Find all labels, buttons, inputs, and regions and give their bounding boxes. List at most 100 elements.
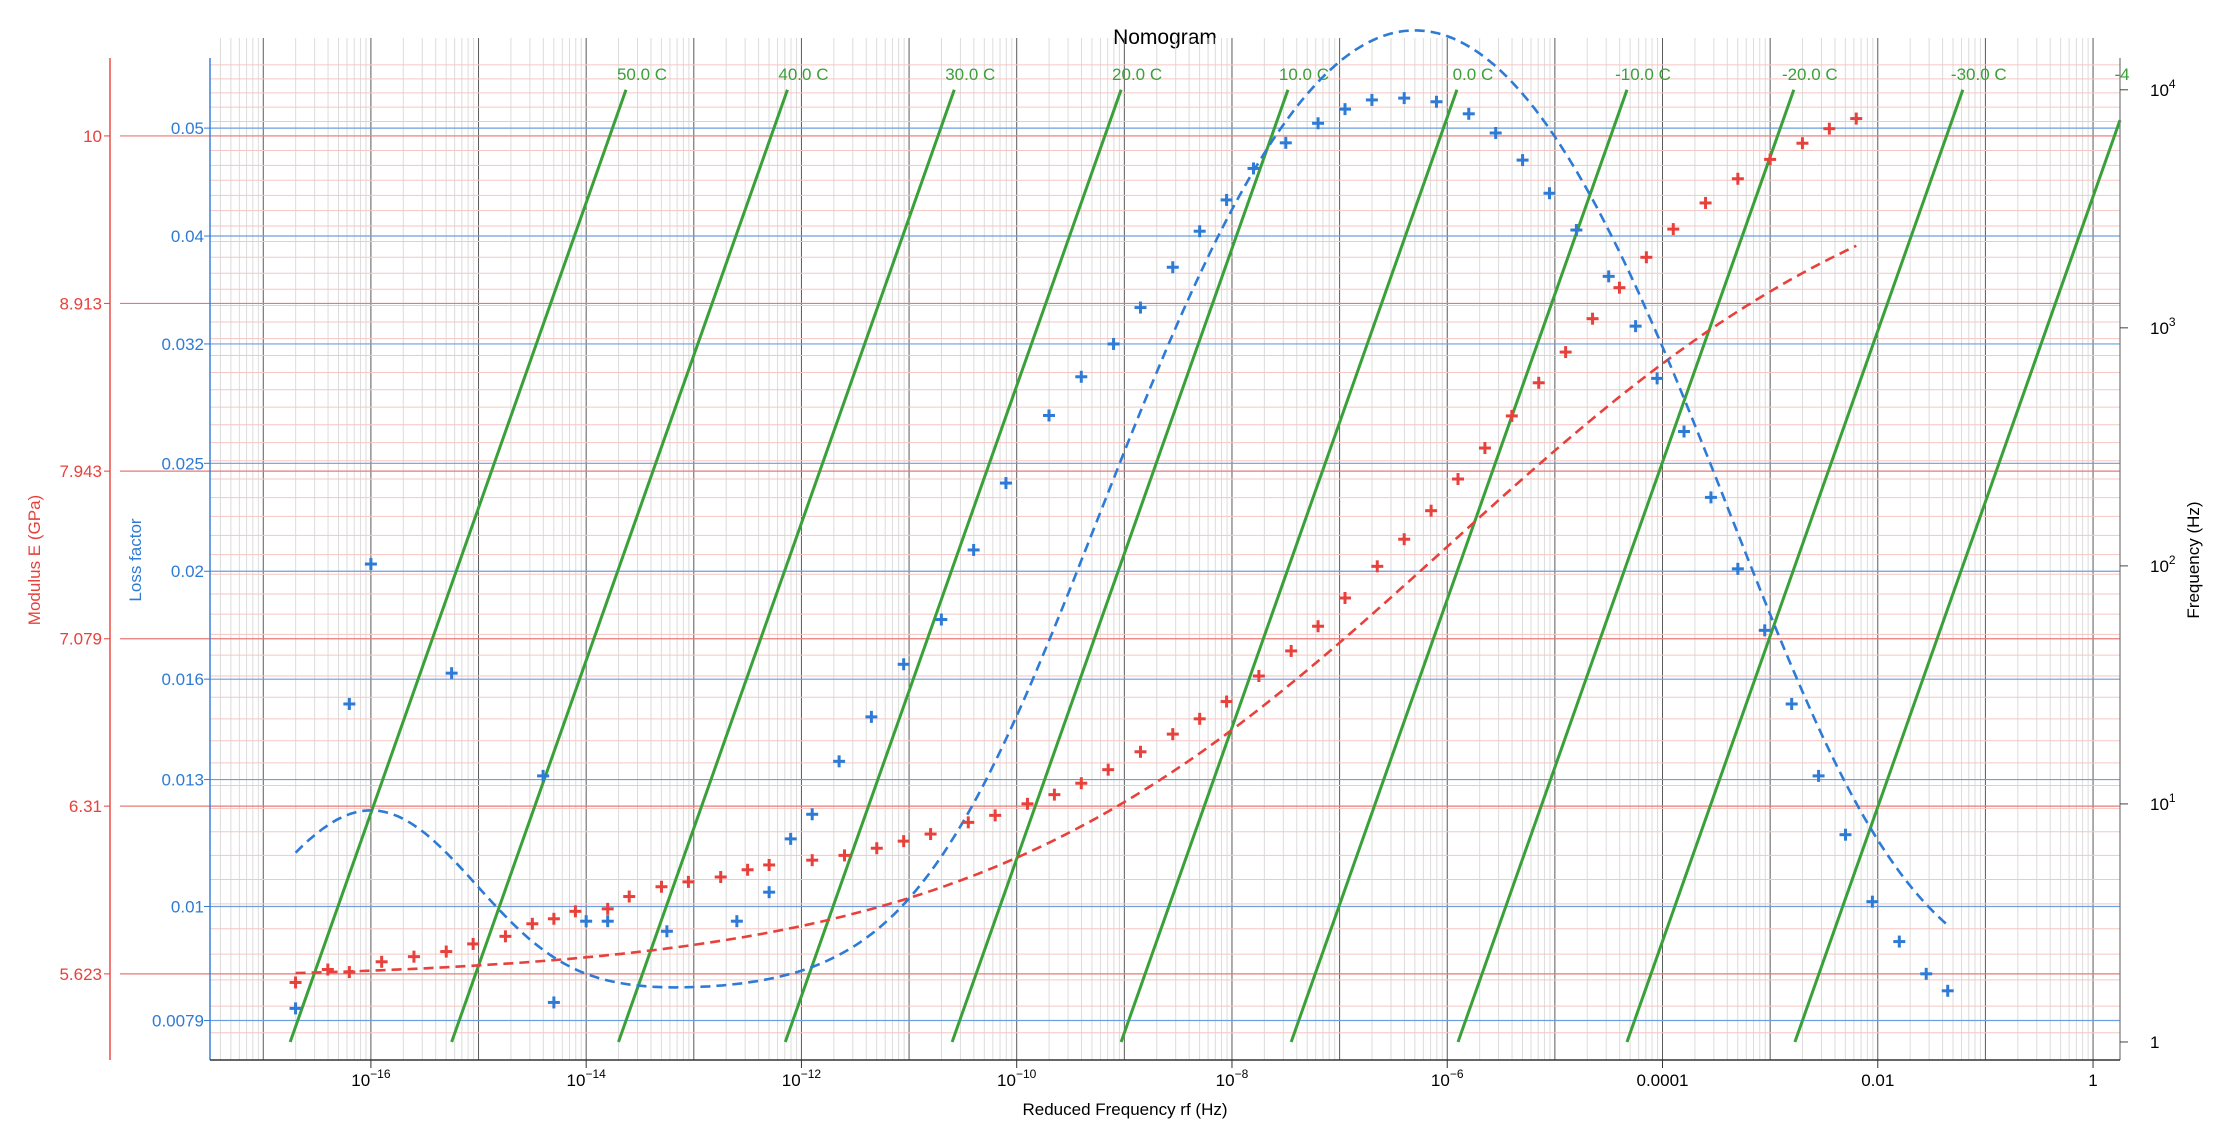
modulus-data-point	[1731, 172, 1744, 185]
isotherm-line	[1456, 89, 1796, 1043]
isotherm-label: 30.0 C	[945, 65, 995, 84]
loss-data-point	[660, 925, 673, 938]
loss-data-point	[537, 769, 550, 782]
loss-data-point	[806, 808, 819, 821]
loss-data-point	[1489, 126, 1502, 139]
modulus-data-point	[1452, 473, 1465, 486]
isotherm-line	[288, 89, 628, 1043]
loss-axis-title: Loss factor	[126, 518, 145, 601]
x-tick-label: 10−16	[351, 1067, 391, 1090]
isotherm-line	[1793, 119, 2122, 1043]
loss-data-point	[999, 477, 1012, 490]
modulus-data-point	[1796, 137, 1809, 150]
loss-data-point	[865, 710, 878, 723]
isotherm-line	[783, 89, 1123, 1043]
isotherm-line	[450, 89, 789, 1043]
loss-data-point	[289, 1002, 302, 1015]
loss-data-point	[1651, 372, 1664, 385]
modulus-tick-label: 7.079	[59, 630, 102, 649]
loss-data-point	[1543, 187, 1556, 200]
loss-data-point	[343, 697, 356, 710]
modulus-data-point	[1505, 409, 1518, 422]
modulus-data-point	[924, 828, 937, 841]
loss-data-point	[1839, 828, 1852, 841]
modulus-data-point	[1850, 112, 1863, 125]
loss-data-point	[1570, 224, 1583, 237]
modulus-data-point	[440, 945, 453, 958]
loss-data-point	[1312, 117, 1325, 130]
modulus-data-point	[1640, 251, 1653, 264]
modulus-data-point	[1252, 670, 1265, 683]
x-tick-label: 10−8	[1216, 1067, 1249, 1090]
loss-data-point	[897, 658, 910, 671]
loss-tick-label: 0.02	[171, 562, 204, 581]
modulus-data-point	[623, 890, 636, 903]
loss-data-point	[1758, 624, 1771, 637]
modulus-data-point	[1586, 312, 1599, 325]
modulus-data-point	[870, 842, 883, 855]
isotherm-lines: 50.0 C 40.0 C 30.0 C 20.0 C 10.0 C 0.0 C -10.0…	[288, 65, 2130, 1043]
isotherm-line	[1625, 89, 1965, 1043]
modulus-data-point	[407, 950, 420, 963]
modulus-data-point	[1532, 376, 1545, 389]
loss-data-point	[1731, 562, 1744, 575]
modulus-data-point	[741, 863, 754, 876]
modulus-data-point	[1075, 777, 1088, 790]
modulus-data-point	[1699, 196, 1712, 209]
modulus-data-point	[962, 816, 975, 829]
loss-data-point	[1866, 895, 1879, 908]
axes: 5.623 6.31 7.079 7.943 8.913 10 0.0079 0.01 0.01…	[59, 58, 2176, 1090]
loss-data-point	[1812, 769, 1825, 782]
loss-data-point	[730, 915, 743, 928]
modulus-data-point	[1102, 763, 1115, 776]
modulus-data-point	[806, 854, 819, 867]
modulus-data-point	[289, 976, 302, 989]
loss-data-point	[580, 915, 593, 928]
modulus-data-point	[1398, 533, 1411, 546]
loss-data-point	[1602, 270, 1615, 283]
modulus-data-point	[1285, 644, 1298, 657]
isotherm-line	[617, 89, 956, 1043]
loss-data-point	[833, 755, 846, 768]
frequency-tick-label: 103	[2150, 315, 2176, 338]
modulus-fit-curve	[295, 244, 1857, 975]
loss-tick-label: 0.013	[161, 771, 204, 790]
grid	[120, 38, 2120, 1060]
modulus-data-point	[1371, 560, 1384, 573]
modulus-axis-title: Modulus E (GPa)	[25, 495, 44, 625]
loss-data-point	[1893, 935, 1906, 948]
chart-title: Nomogram	[1113, 26, 1217, 49]
loss-tick-label: 0.0079	[152, 1011, 204, 1030]
loss-data-point	[1220, 193, 1233, 206]
modulus-data-point	[1312, 620, 1325, 633]
loss-data-point	[1365, 93, 1378, 106]
modulus-data-point	[569, 905, 582, 918]
loss-fit-curve	[294, 29, 1949, 989]
loss-data-point	[547, 996, 560, 1009]
loss-data-point	[1920, 967, 1933, 980]
loss-data-point	[1134, 301, 1147, 314]
isotherm-label: -30.0 C	[1951, 65, 2007, 84]
loss-data-point	[1075, 370, 1088, 383]
x-tick-label: 10−6	[1431, 1067, 1464, 1090]
modulus-data-point	[1764, 153, 1777, 166]
frequency-tick-label: 101	[2150, 791, 2176, 814]
modulus-data-point	[601, 902, 614, 915]
modulus-tick-label: 8.913	[59, 294, 102, 313]
modulus-data-point	[499, 930, 512, 943]
isotherm-line	[1289, 89, 1629, 1043]
fit-curves	[294, 29, 1949, 989]
isotherm-label: 50.0 C	[617, 65, 667, 84]
loss-data-point	[445, 667, 458, 680]
modulus-data-point	[989, 809, 1002, 822]
modulus-data-point	[1193, 712, 1206, 725]
loss-data-point	[1338, 103, 1351, 116]
loss-data-point	[1107, 337, 1120, 350]
loss-data-point	[1785, 697, 1798, 710]
frequency-tick-label: 102	[2150, 553, 2176, 576]
modulus-data-point	[655, 880, 668, 893]
modulus-tick-label: 6.31	[69, 797, 102, 816]
isotherm-label: 40.0 C	[778, 65, 828, 84]
loss-data-point	[935, 613, 948, 626]
modulus-data-point	[1425, 504, 1438, 517]
